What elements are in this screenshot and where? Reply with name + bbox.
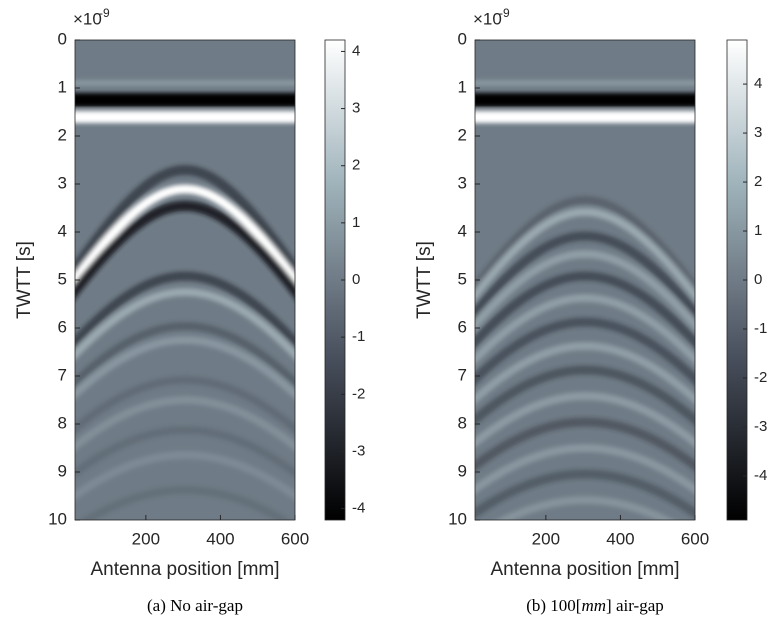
y-tick-label: 8 bbox=[458, 413, 467, 432]
radargram-image bbox=[75, 40, 295, 520]
hyperbola bbox=[475, 469, 695, 519]
hyperbola bbox=[75, 321, 295, 388]
y-tick-label: 3 bbox=[458, 173, 467, 192]
y-tick-label: 4 bbox=[458, 221, 467, 240]
direct-wave-faint bbox=[475, 80, 695, 86]
hyperbola bbox=[75, 271, 295, 349]
y-tick-label: 6 bbox=[58, 317, 67, 336]
x-tick-label: 400 bbox=[606, 529, 634, 548]
hyperbola bbox=[475, 443, 695, 495]
y-axis-title: TWTT [s] bbox=[414, 241, 435, 319]
hyperbola bbox=[475, 207, 695, 302]
colorbar-tick-label: -1 bbox=[754, 320, 767, 337]
hyperbola bbox=[75, 287, 295, 361]
colorbar-tick-label: 1 bbox=[754, 222, 762, 239]
colorbar-tick-label: 2 bbox=[352, 157, 360, 174]
x-tick-label: 200 bbox=[132, 529, 160, 548]
colorbar-tick-label: 2 bbox=[754, 173, 762, 190]
colorbar-tick-label: -3 bbox=[754, 418, 767, 435]
y-tick-label: 9 bbox=[458, 461, 467, 480]
hyperbola bbox=[475, 271, 695, 349]
hyperbola bbox=[75, 425, 295, 478]
hyperbola bbox=[475, 317, 695, 386]
direct-wave-bright bbox=[75, 111, 295, 123]
colorbar-tick-label: 4 bbox=[754, 75, 762, 92]
y-tick-label: 7 bbox=[58, 365, 67, 384]
direct-wave-bright bbox=[475, 111, 695, 123]
y-tick-label: 8 bbox=[58, 413, 67, 432]
caption-part: mm bbox=[581, 596, 606, 615]
image-features bbox=[75, 80, 295, 520]
hyperbola bbox=[75, 184, 295, 288]
y-tick-label: 3 bbox=[58, 173, 67, 192]
y-tick-label: 0 bbox=[458, 29, 467, 48]
y-tick-label: 5 bbox=[58, 269, 67, 288]
y-tick-label: 4 bbox=[58, 221, 67, 240]
x-tick-label: 400 bbox=[206, 529, 234, 548]
radargram-image bbox=[475, 40, 695, 520]
hyperbola bbox=[475, 231, 695, 319]
colorbar-tick-label: -4 bbox=[754, 467, 767, 484]
y-tick-label: 9 bbox=[58, 461, 67, 480]
colorbar-tick-label: -2 bbox=[754, 369, 767, 386]
hyperbola bbox=[475, 391, 695, 448]
y-tick-label: 10 bbox=[48, 509, 67, 528]
colorbar-tick-label: -4 bbox=[352, 500, 365, 517]
hyperbola bbox=[475, 249, 695, 331]
y-offset-base: ×10 bbox=[473, 9, 502, 28]
x-axis-title: Antenna position [mm] bbox=[90, 559, 279, 580]
colorbar-tick-label: -3 bbox=[352, 442, 365, 459]
hyperbola bbox=[75, 164, 295, 278]
hyperbola bbox=[475, 195, 695, 294]
x-axis-title: Antenna position [mm] bbox=[490, 559, 679, 580]
colorbar-tick-label: 1 bbox=[352, 214, 360, 231]
hyperbola bbox=[475, 293, 695, 365]
direct-wave-dark bbox=[475, 93, 695, 107]
y-tick-label: 7 bbox=[458, 365, 467, 384]
colorbar-tick-label: 3 bbox=[754, 124, 762, 141]
caption-part: ] air-gap bbox=[606, 596, 664, 615]
x-tick-label: 600 bbox=[281, 529, 309, 548]
y-offset-exponent: -9 bbox=[499, 6, 510, 20]
y-axis-title: TWTT [s] bbox=[14, 241, 35, 319]
y-tick-label: 2 bbox=[458, 125, 467, 144]
colorbar-tick-label: 0 bbox=[352, 271, 360, 288]
y-tick-label: 1 bbox=[58, 77, 67, 96]
y-tick-label: 6 bbox=[458, 317, 467, 336]
caption: (b) 100[mm] air-gap bbox=[526, 596, 664, 615]
x-tick-label: 600 bbox=[681, 529, 709, 548]
colorbar-tick-label: -2 bbox=[352, 385, 365, 402]
hyperbola bbox=[75, 375, 295, 434]
y-tick-label: 0 bbox=[58, 29, 67, 48]
colorbar-tick-label: 3 bbox=[352, 100, 360, 117]
hyperbola bbox=[475, 341, 695, 405]
y-tick-label: 2 bbox=[58, 125, 67, 144]
hyperbola bbox=[475, 417, 695, 472]
hyperbola bbox=[75, 450, 295, 501]
hyperbola bbox=[475, 365, 695, 426]
hyperbola bbox=[75, 395, 295, 452]
hyperbola bbox=[75, 335, 295, 400]
direct-wave-faint bbox=[75, 80, 295, 86]
direct-wave-dark bbox=[75, 93, 295, 107]
colorbar-tick-label: -1 bbox=[352, 328, 365, 345]
x-tick-label: 200 bbox=[532, 529, 560, 548]
y-offset-exponent: -9 bbox=[99, 6, 110, 20]
caption-part: (b) 100[ bbox=[526, 596, 582, 615]
image-features bbox=[475, 80, 695, 520]
colorbar-tick-label: 0 bbox=[754, 271, 762, 288]
caption: (a) No air-gap bbox=[147, 596, 243, 615]
caption-part: (a) No air-gap bbox=[147, 596, 243, 615]
y-tick-label: 5 bbox=[458, 269, 467, 288]
hyperbola bbox=[79, 485, 291, 520]
y-tick-label: 10 bbox=[448, 509, 467, 528]
y-tick-label: 1 bbox=[458, 77, 467, 96]
hyperbola bbox=[75, 200, 295, 300]
y-offset-base: ×10 bbox=[73, 9, 102, 28]
colorbar-tick-label: 4 bbox=[352, 42, 360, 59]
